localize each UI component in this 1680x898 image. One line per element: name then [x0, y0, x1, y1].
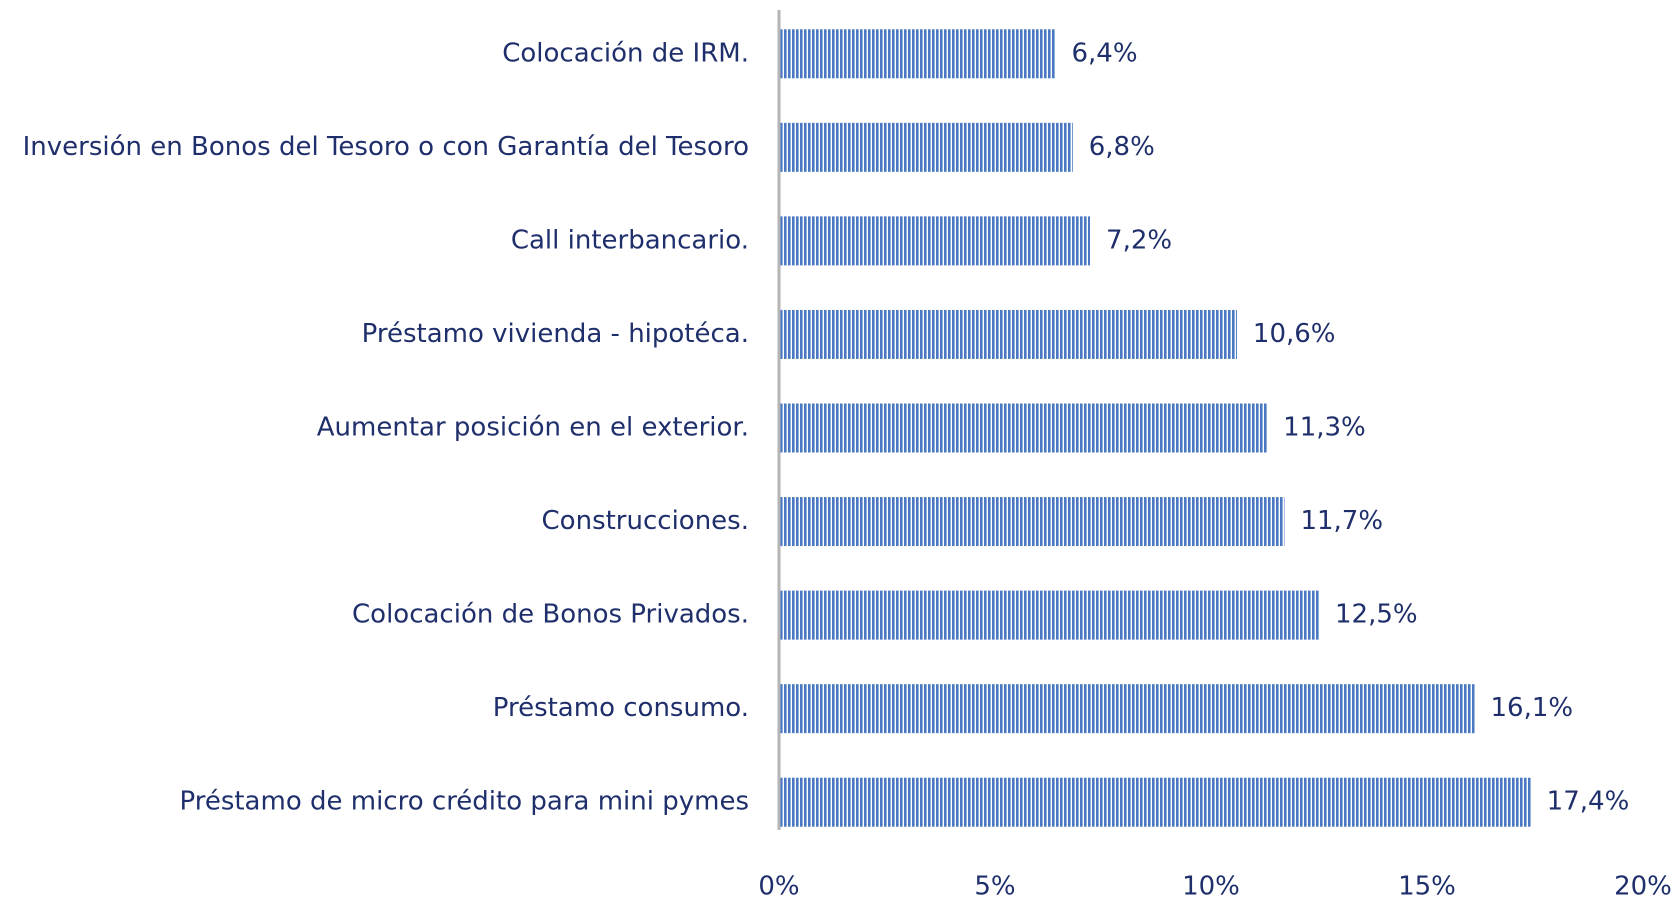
- x-tick-label: 0%: [758, 872, 799, 898]
- x-tick-label: 20%: [1614, 872, 1672, 898]
- value-label: 10,6%: [1253, 319, 1336, 349]
- x-tick-label: 5%: [974, 872, 1015, 898]
- value-label: 6,8%: [1089, 132, 1155, 162]
- value-label: 17,4%: [1547, 787, 1630, 817]
- category-label: Call interbancario.: [511, 225, 749, 255]
- bar: [779, 777, 1531, 827]
- category-label: Préstamo consumo.: [493, 693, 749, 723]
- value-label: 12,5%: [1335, 600, 1418, 630]
- category-label: Préstamo vivienda - hipotéca.: [362, 319, 749, 349]
- value-label: 16,1%: [1491, 693, 1574, 723]
- value-label: 6,4%: [1071, 38, 1137, 68]
- bar: [779, 403, 1268, 453]
- category-label: Aumentar posición en el exterior.: [317, 413, 749, 443]
- value-label: 11,7%: [1300, 506, 1383, 536]
- bar: [779, 122, 1073, 172]
- bar: [779, 216, 1091, 266]
- bar: [779, 29, 1056, 79]
- value-label: 11,3%: [1283, 413, 1366, 443]
- category-label: Inversión en Bonos del Tesoro o con Gara…: [23, 132, 749, 162]
- category-label: Colocación de IRM.: [502, 38, 749, 68]
- bar: [779, 309, 1237, 359]
- x-tick-label: 10%: [1182, 872, 1240, 898]
- category-label: Préstamo de micro crédito para mini pyme…: [179, 787, 749, 817]
- bar: [779, 590, 1319, 640]
- category-label: Construcciones.: [542, 506, 749, 536]
- bar: [779, 497, 1285, 547]
- category-label: Colocación de Bonos Privados.: [352, 600, 749, 630]
- x-tick-label: 15%: [1398, 872, 1456, 898]
- value-label: 7,2%: [1106, 225, 1172, 255]
- bar: [779, 684, 1475, 734]
